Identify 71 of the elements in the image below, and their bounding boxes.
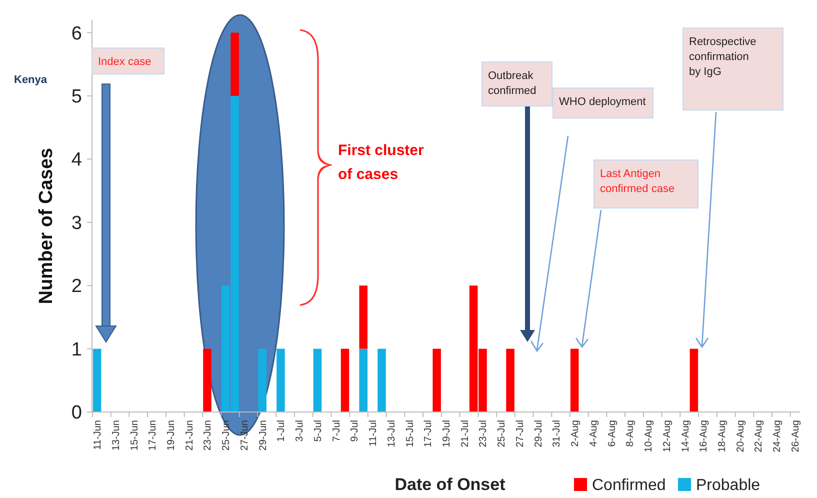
x-tick-label: 21-Jul (460, 420, 471, 448)
bar (276, 348, 285, 412)
x-tick-label: 12-Aug (662, 420, 673, 452)
x-tick-label: 10-Aug (644, 420, 655, 452)
x-tick-label: 2-Aug (570, 420, 582, 447)
x-tick-label: 1-Jul (276, 420, 288, 442)
x-tick-label: 19-Jun (166, 420, 178, 451)
x-tick-label: 18-Aug (716, 420, 728, 452)
y-tick-label: 5 (71, 86, 82, 108)
y-tick-label: 4 (71, 150, 82, 171)
x-tick-label: 22-Aug (754, 420, 765, 452)
y-tick-label: 3 (71, 212, 82, 234)
x-tick-label: 15-Jun (129, 420, 140, 451)
annotation: First cluster of cases (338, 142, 424, 183)
legend-label: Probable (696, 477, 760, 494)
bar (203, 348, 212, 412)
x-tick-label: 25-Jun (221, 420, 232, 451)
x-tick-label: 29-Jun (258, 420, 269, 451)
x-tick-label: 9-Jul (350, 420, 361, 442)
x-axis-title: Date of Onset (394, 475, 506, 494)
annotation: Retrospective confirmation by IgG (689, 36, 756, 78)
annotation: Index case (98, 56, 152, 68)
x-tick-label: 27-Jul (514, 420, 526, 448)
x-tick-label: 11-Jul (368, 420, 380, 446)
x-tick-label: 3-Jul (294, 420, 306, 442)
legend-label: Confirmed (592, 477, 666, 494)
y-tick-label: 2 (71, 276, 82, 298)
x-tick-label: 31-Jul (552, 420, 563, 448)
x-tick-label: 15-Jul (404, 420, 416, 448)
x-tick-label: 20-Aug (735, 420, 746, 452)
y-tick-label: 6 (71, 23, 82, 44)
annotation: Last Antigen confirmed case (600, 168, 675, 195)
x-tick-label: 26-Aug (790, 420, 802, 452)
bar (258, 348, 266, 412)
bar (506, 348, 514, 412)
bar (359, 348, 368, 412)
x-tick-label: 29-Jul (533, 420, 544, 448)
x-tick-label: 19-Jul (442, 420, 452, 448)
text: Kenya (14, 74, 48, 86)
y-tick-label: 0 (71, 402, 82, 424)
x-tick-label: 5-Jul (312, 420, 324, 442)
x-tick-label: 23-Jul (478, 420, 490, 448)
bar (340, 348, 350, 412)
bar (570, 348, 579, 412)
x-tick-label: 11-Jun (92, 420, 104, 450)
x-tick-label: 13-Jun (110, 420, 122, 451)
x-tick-label: 14-Aug (680, 420, 692, 452)
x-tick-label: 4-Aug (588, 420, 600, 447)
x-tick-label: 21-Jun (184, 420, 196, 451)
bar (378, 348, 386, 412)
bar (690, 348, 698, 412)
y-axis-title: Number of Cases (36, 148, 57, 304)
annotation: WHO deployment (559, 96, 646, 108)
bar (432, 348, 441, 412)
x-tick-label: 25-Jul (496, 420, 508, 448)
bar (230, 32, 239, 96)
annotation: Outbreak confirmed (488, 70, 536, 97)
bar (92, 348, 102, 412)
x-tick-label: 7-Jul (331, 420, 342, 442)
x-tick-label: 17-Jul (423, 420, 434, 448)
x-tick-label: 8-Aug (625, 420, 636, 447)
x-tick-label: 13-Jul (386, 420, 398, 448)
x-tick-label: 24-Aug (772, 420, 784, 452)
x-tick-label: 17-Jun (148, 420, 159, 451)
bar (313, 348, 322, 412)
x-tick-label: 6-Aug (606, 420, 618, 447)
y-tick-label: 1 (71, 339, 82, 360)
x-tick-label: 27-Jun (239, 420, 250, 451)
x-tick-label: 16-Aug (698, 420, 710, 452)
bar (359, 286, 368, 349)
x-tick-label: 23-Jun (202, 420, 214, 451)
